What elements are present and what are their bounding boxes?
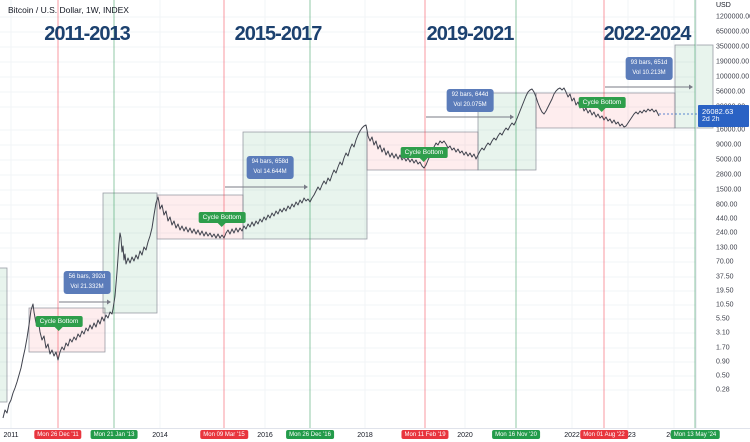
symbol-title[interactable]: Bitcoin / U.S. Dollar, 1W, INDEX (8, 5, 129, 15)
price-axis-label: 1.70 (716, 344, 730, 352)
price-axis-label: 56000.00 (716, 88, 746, 96)
time-axis-year-label: 2020 (457, 432, 473, 439)
markup-box-green[interactable] (0, 267, 8, 403)
event-date-tag[interactable]: Mon 26 Dec '16 (286, 430, 334, 439)
time-axis-year-label: 2018 (357, 432, 373, 439)
price-axis-label: 0.90 (716, 358, 730, 366)
date-range-arrowhead (689, 84, 693, 90)
time-axis-year-label: 2022 (564, 432, 580, 439)
date-range-volume: Vol 14.644M (253, 168, 287, 175)
date-range-volume: Vol 20.075M (453, 101, 487, 108)
date-range-arrowhead (304, 184, 308, 190)
cycle-bottom-callout[interactable]: Cycle Bottom (198, 212, 246, 227)
price-line-series (2, 87, 660, 419)
time-axis-year-label: 2014 (152, 432, 168, 439)
date-range-volume: Vol 21.332M (70, 283, 104, 290)
date-range-volume: Vol 10.213M (632, 69, 666, 76)
price-axis-label: 9000.00 (716, 141, 742, 149)
event-date-tag[interactable]: Mon 01 Aug '22 (580, 430, 628, 439)
event-date-tag[interactable]: Mon 26 Dec '11 (34, 430, 82, 439)
time-axis-year-label: 2023 (620, 432, 636, 439)
date-range-label[interactable]: 92 bars, 644d Vol 20.075M (446, 89, 494, 113)
cycle-bottom-callout[interactable]: Cycle Bottom (400, 147, 448, 162)
price-axis-label: 0.28 (716, 386, 730, 394)
current-price-value: 26082.63 (702, 107, 734, 116)
bar-countdown: 2d 2h (702, 116, 720, 124)
price-axis-label: 3.10 (716, 329, 730, 337)
price-axis-label: 130.00 (716, 244, 738, 252)
current-price-tag: 26082.63 2d 2h (698, 105, 749, 127)
price-axis-label: 5000.00 (716, 156, 742, 164)
event-date-tag[interactable]: Mon 16 Nov '20 (492, 430, 540, 439)
period-label: 2022-2024 (603, 23, 692, 45)
price-axis-label: 100000.00 (716, 73, 750, 81)
event-date-tag[interactable]: Mon 13 May '24 (670, 430, 720, 439)
cycle-bottom-callout[interactable]: Cycle Bottom (578, 97, 626, 112)
price-axis-label: 19.50 (716, 287, 734, 295)
time-axis-year-label: 2011 (3, 432, 19, 439)
price-axis-currency: USD (716, 2, 731, 9)
event-date-tag[interactable]: Mon 21 Jan '13 (90, 430, 138, 439)
time-axis[interactable]: 20112014201620182020202220232024 Mon 26 … (0, 428, 750, 442)
date-range-arrowhead (510, 114, 514, 120)
period-label: 2019-2021 (426, 23, 515, 45)
markup-box-green[interactable] (102, 192, 158, 314)
date-range-label[interactable]: 94 bars, 658d Vol 14.644M (246, 156, 294, 180)
price-axis-label: 37.50 (716, 273, 734, 281)
date-range-bars: 93 bars, 651d (630, 60, 668, 66)
event-date-tag[interactable]: Mon 11 Feb '19 (401, 430, 449, 439)
price-axis-label: 2800.00 (716, 171, 742, 179)
price-axis-label: 440.00 (716, 215, 738, 223)
price-axis-label: 10.50 (716, 301, 734, 309)
period-label: 2011-2013 (44, 23, 131, 45)
price-axis-label: 70.00 (716, 258, 734, 266)
price-axis-label: 800.00 (716, 201, 738, 209)
date-range-label[interactable]: 93 bars, 651d Vol 10.213M (625, 57, 673, 81)
price-axis-label: 350000.00 (716, 43, 750, 51)
price-axis-label: 5.50 (716, 315, 730, 323)
date-range-bars: 94 bars, 658d (251, 159, 289, 165)
price-axis-label: 240.00 (716, 229, 738, 237)
price-axis-label: 650000.00 (716, 28, 750, 36)
date-range-label[interactable]: 56 bars, 392d Vol 21.332M (63, 271, 111, 295)
date-range-arrowhead (107, 299, 111, 305)
price-axis-label: 16000.00 (716, 126, 746, 134)
event-date-tag[interactable]: Mon 09 Mar '15 (200, 430, 248, 439)
date-range-bars: 56 bars, 392d (68, 274, 106, 280)
price-axis-label: 1500.00 (716, 186, 742, 194)
price-axis-label: 0.50 (716, 372, 730, 380)
price-axis[interactable]: USD 1200000.00 650000.00 350000.00 190000.0… (697, 0, 750, 428)
cycle-bottom-callout[interactable]: Cycle Bottom (35, 316, 83, 331)
price-axis-label: 1200000.00 (716, 13, 750, 21)
price-axis-label: 190000.00 (716, 58, 750, 66)
time-axis-year-label: 2016 (257, 432, 273, 439)
period-label: 2015-2017 (234, 23, 323, 45)
date-range-bars: 92 bars, 644d (451, 92, 489, 98)
